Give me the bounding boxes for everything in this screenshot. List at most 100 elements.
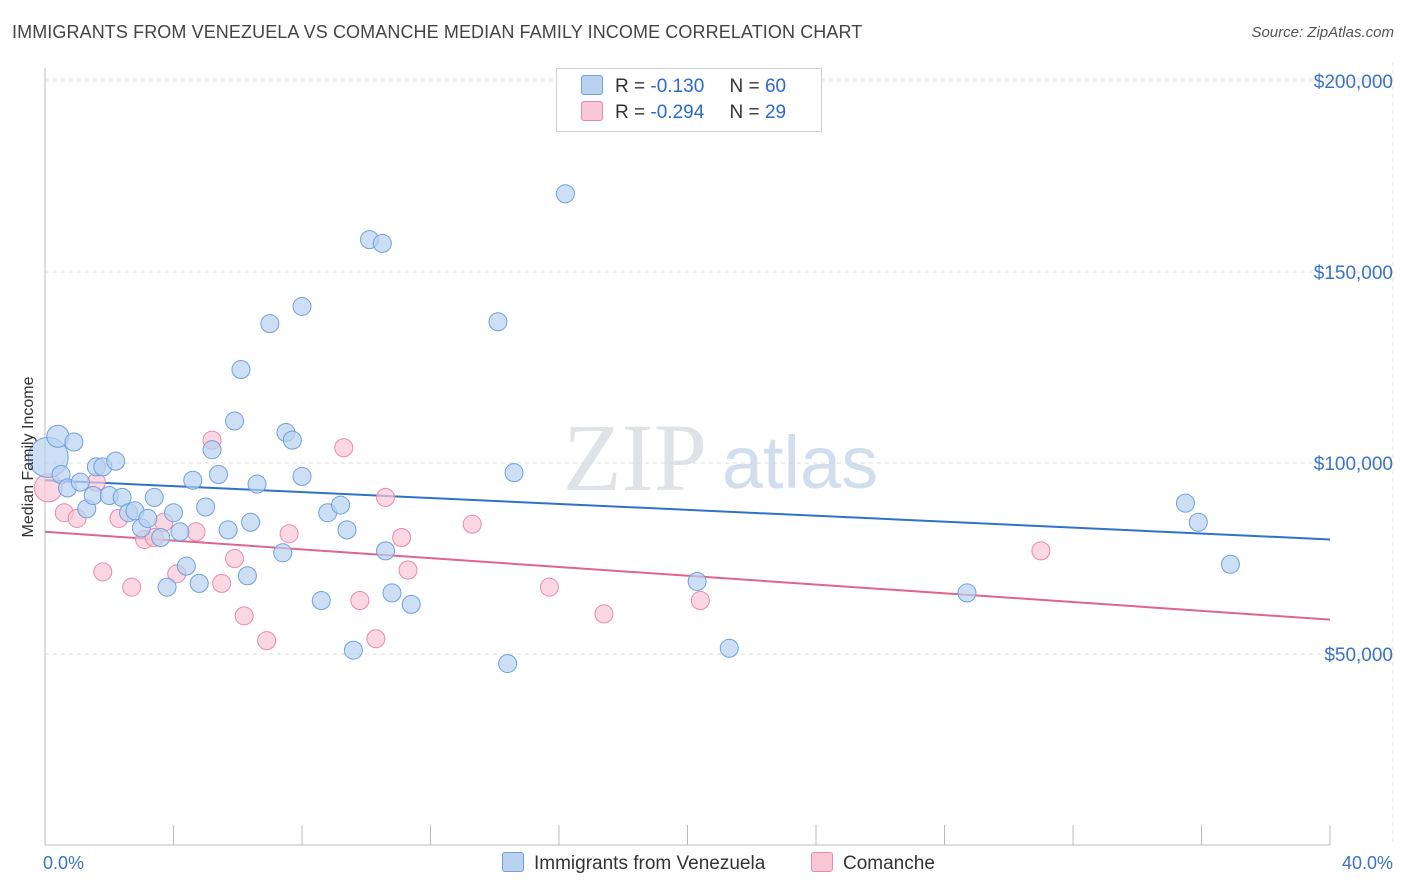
comanche-point <box>392 528 412 548</box>
venezuela-point <box>282 430 302 450</box>
venezuela-point <box>157 577 177 597</box>
venezuela-point <box>237 566 257 586</box>
legend-row-venezuela: R = -0.130 N = 60 <box>581 75 786 101</box>
venezuela-point <box>555 184 575 204</box>
venezuela-point <box>196 497 216 517</box>
venezuela-point <box>498 654 518 674</box>
legend-r-label: R = <box>615 102 646 123</box>
bottom-legend-swatch-blue <box>502 852 524 872</box>
venezuela-point <box>331 495 351 515</box>
venezuela-points <box>27 184 1240 674</box>
bottom-legend-swatch-pink <box>811 852 833 872</box>
venezuela-point <box>1175 493 1195 513</box>
venezuela-point <box>292 296 312 316</box>
venezuela-point <box>343 640 363 660</box>
y-tick-label: $150,000 <box>1314 263 1393 284</box>
tick-labels: $50,000 $100,000 $150,000 $200,000 0.0% 40.0% <box>43 72 1393 873</box>
comanche-point <box>225 549 245 569</box>
venezuela-point <box>488 312 508 332</box>
legend-r-label: R = <box>615 76 646 97</box>
y-tick-label: $50,000 <box>1324 645 1393 666</box>
bottom-legend-venezuela: Immigrants from Venezuela <box>502 852 765 875</box>
comanche-point <box>257 631 277 651</box>
venezuela-point <box>292 466 312 486</box>
comanche-point <box>376 487 396 507</box>
watermark: ZIP atlas <box>563 404 878 511</box>
venezuela-point <box>138 508 158 528</box>
legend-n-label: N = <box>729 102 760 123</box>
comanche-point <box>279 524 299 544</box>
venezuela-point <box>70 472 90 492</box>
venezuela-point <box>401 594 421 614</box>
legend-r-value: -0.294 <box>650 102 705 123</box>
comanche-point <box>1031 541 1051 561</box>
comanche-point <box>186 522 206 542</box>
venezuela-point <box>260 314 280 334</box>
source-label: Source: ZipAtlas.com <box>1251 24 1394 41</box>
venezuela-point <box>164 503 183 523</box>
legend-row-comanche: R = -0.294 N = 29 <box>581 101 786 127</box>
comanche-point <box>539 577 559 597</box>
x-tick-label: 40.0% <box>1342 853 1393 873</box>
venezuela-point <box>170 522 190 542</box>
legend-swatch-pink <box>581 101 603 121</box>
venezuela-point <box>64 432 84 452</box>
venezuela-point <box>183 470 203 490</box>
chart-title: IMMIGRANTS FROM VENEZUELA VS COMANCHE ME… <box>12 22 863 42</box>
venezuela-point <box>144 487 164 507</box>
venezuela-point <box>202 440 222 460</box>
venezuela-point <box>957 583 977 603</box>
legend-r-value: -0.130 <box>650 76 705 97</box>
venezuela-point <box>337 520 357 540</box>
venezuela-point <box>372 233 392 253</box>
venezuela-point <box>504 463 524 483</box>
venezuela-point <box>382 583 402 603</box>
comanche-point <box>93 562 113 582</box>
comanche-trend-line <box>44 530 1331 621</box>
comanche-point <box>122 577 142 597</box>
comanche-point <box>594 604 614 624</box>
venezuela-point <box>1188 512 1208 532</box>
stats-legend: R = -0.130 N = 60 R = -0.294 N = 29 <box>556 68 822 132</box>
y-axis-label: Median Family Income <box>20 376 37 537</box>
venezuela-point <box>225 411 245 431</box>
venezuela-point <box>247 474 267 494</box>
comanche-point <box>690 591 710 611</box>
venezuela-point <box>83 486 103 506</box>
axes <box>44 68 1331 846</box>
watermark-zip: ZIP <box>563 404 707 511</box>
venezuela-point <box>719 638 739 658</box>
venezuela-point <box>241 512 261 532</box>
watermark-atlas: atlas <box>722 421 878 504</box>
venezuela-point <box>189 573 209 593</box>
venezuela-point <box>106 451 126 471</box>
legend-n-value: 60 <box>764 76 787 97</box>
y-tick-label: $100,000 <box>1314 454 1393 475</box>
comanche-point <box>350 591 370 611</box>
legend-swatch-blue <box>581 75 603 95</box>
legend-n-value: 29 <box>764 102 787 123</box>
venezuela-point <box>176 556 196 576</box>
venezuela-point <box>273 543 293 563</box>
y-tick-label: $200,000 <box>1314 72 1393 93</box>
venezuela-point <box>208 465 228 485</box>
comanche-point <box>366 629 386 649</box>
venezuela-point <box>1220 554 1240 574</box>
x-tick-label: 0.0% <box>43 853 84 873</box>
venezuela-point <box>376 541 396 561</box>
comanche-point <box>462 514 482 534</box>
comanche-points <box>33 430 1051 651</box>
comanche-point <box>212 573 232 593</box>
comanche-point <box>398 560 418 580</box>
bottom-legend-comanche: Comanche <box>811 852 935 875</box>
legend-n-label: N = <box>729 76 760 97</box>
venezuela-point <box>687 571 707 591</box>
venezuela-point <box>218 520 238 540</box>
comanche-point <box>234 606 254 626</box>
grid-lines <box>45 62 1395 845</box>
venezuela-point <box>311 591 331 611</box>
venezuela-point <box>231 359 251 379</box>
bottom-legend-label: Immigrants from Venezuela <box>534 853 766 874</box>
comanche-point <box>334 438 354 458</box>
